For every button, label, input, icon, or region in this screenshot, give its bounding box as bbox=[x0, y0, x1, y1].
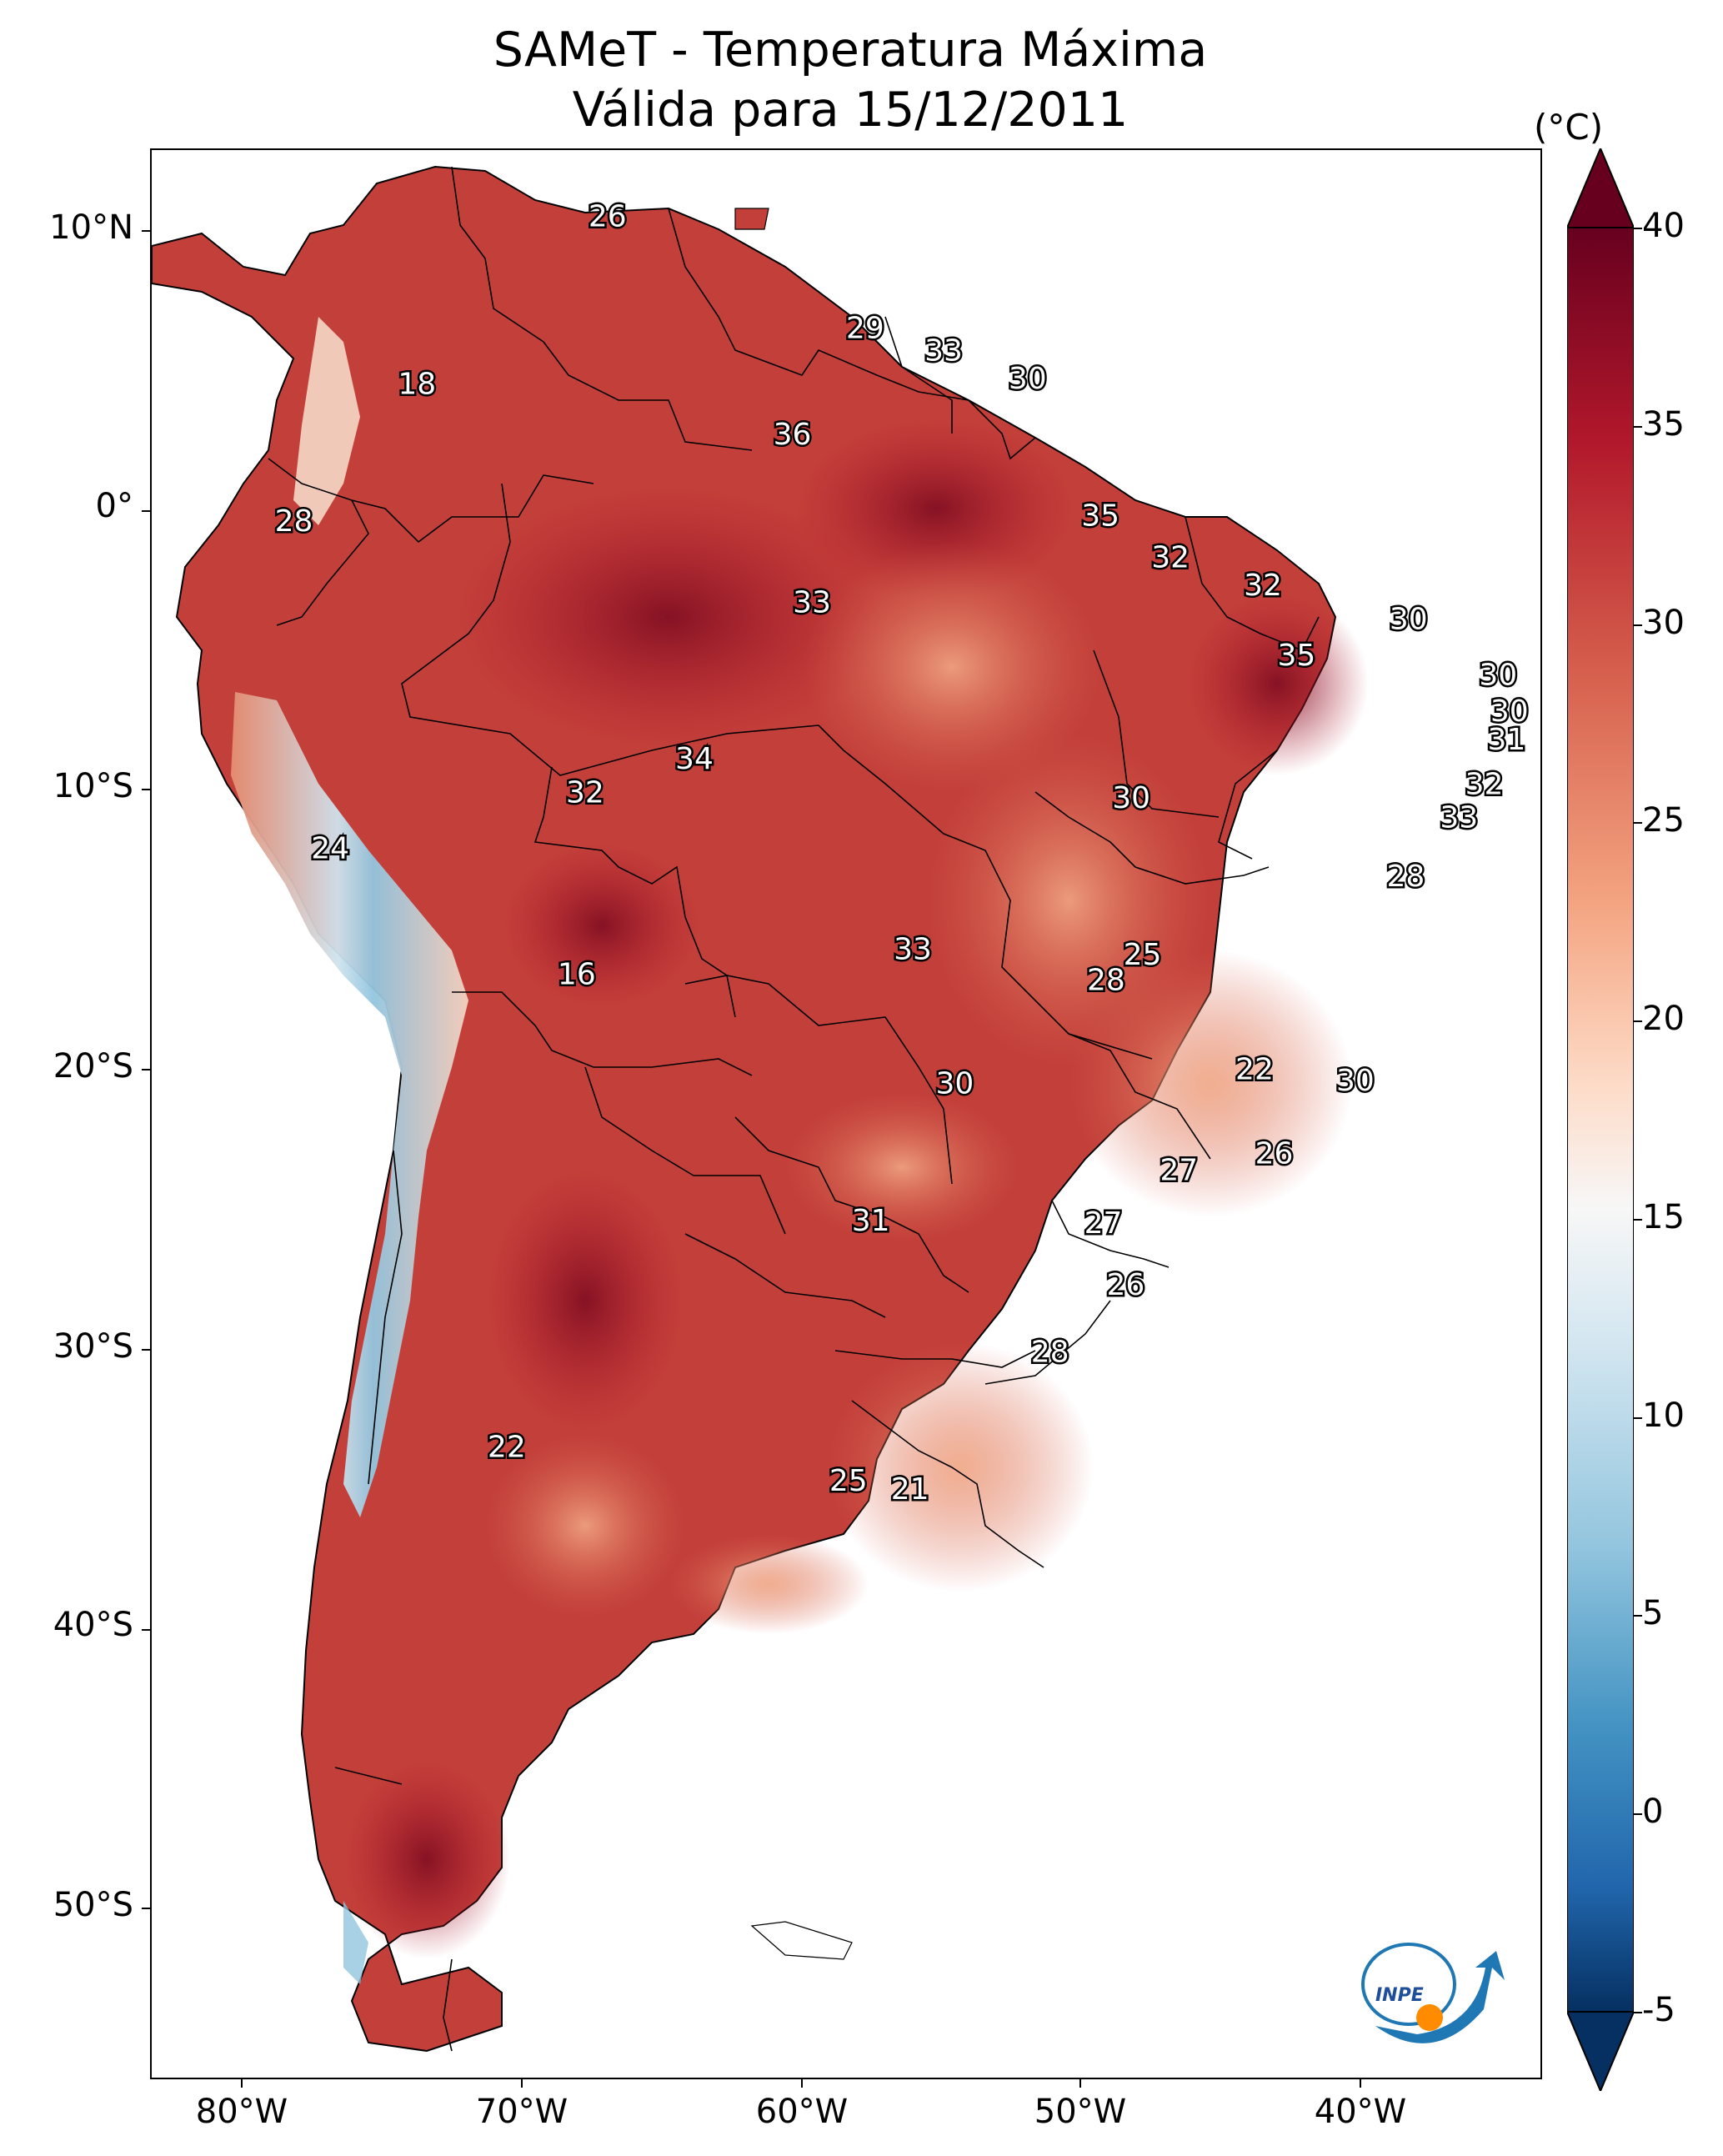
station-value-label: 27 bbox=[1084, 1206, 1123, 1241]
station-value-label: 28 bbox=[1386, 860, 1425, 894]
lat-label-40s: 40°S bbox=[53, 1606, 133, 1644]
colorbar-tick bbox=[1634, 425, 1642, 428]
colorbar-tick bbox=[1634, 624, 1642, 626]
islands bbox=[734, 208, 853, 1960]
station-value-label: 24 bbox=[311, 832, 349, 866]
station-value-label: 32 bbox=[566, 776, 604, 810]
station-value-label: 32 bbox=[1244, 569, 1282, 603]
inpe-logo: INPE bbox=[1361, 1943, 1505, 2043]
station-value-label: 30 bbox=[1390, 602, 1428, 636]
map-title: SAMeT - Temperatura Máxima bbox=[493, 23, 1208, 78]
station-value-label: 25 bbox=[1124, 938, 1162, 972]
lat-tick bbox=[142, 1629, 150, 1631]
station-value-label: 26 bbox=[589, 199, 627, 233]
colorbar-tick-label: 5 bbox=[1642, 1594, 1664, 1633]
station-value-label: 35 bbox=[1277, 639, 1315, 673]
station-value-label: 21 bbox=[891, 1472, 929, 1507]
colorbar-tick bbox=[1634, 2012, 1642, 2013]
colorbar-unit: (°C) bbox=[1534, 107, 1604, 148]
country-borders bbox=[268, 166, 1320, 2052]
station-value-label: 18 bbox=[398, 368, 436, 402]
station-value-label: 16 bbox=[558, 958, 596, 992]
station-value-label: 31 bbox=[1487, 723, 1525, 757]
station-value-label: 35 bbox=[1081, 499, 1119, 533]
station-value-label: 33 bbox=[1440, 801, 1478, 835]
lat-tick bbox=[142, 1349, 150, 1351]
station-value-label: 30 bbox=[1009, 362, 1047, 396]
colorbar-tick bbox=[1634, 822, 1642, 825]
lat-label-0: 0° bbox=[95, 487, 133, 525]
colorbar-tick-label: 25 bbox=[1642, 801, 1685, 840]
station-value-label: 33 bbox=[793, 585, 831, 619]
colorbar-tick bbox=[1634, 1218, 1642, 1221]
station-value-label: 28 bbox=[275, 504, 313, 539]
colorbar bbox=[1567, 148, 1634, 2091]
lon-tick bbox=[1360, 2079, 1361, 2088]
lon-tick bbox=[1079, 2079, 1081, 2088]
station-value-label: 36 bbox=[774, 418, 812, 452]
station-value-label: 22 bbox=[1235, 1053, 1274, 1087]
lon-label-70w: 70°W bbox=[475, 2093, 568, 2131]
lat-label-50s: 50°S bbox=[53, 1886, 133, 1924]
station-value-label: 25 bbox=[829, 1464, 868, 1498]
colorbar-tick-label: 10 bbox=[1642, 1396, 1685, 1435]
lon-label-60w: 60°W bbox=[755, 2093, 849, 2131]
lon-label-50w: 50°W bbox=[1034, 2093, 1127, 2131]
lon-tick bbox=[801, 2079, 803, 2088]
colorbar-tick-label: 40 bbox=[1642, 207, 1685, 245]
colorbar-tick bbox=[1634, 1416, 1642, 1419]
station-value-label: 29 bbox=[846, 312, 884, 346]
station-value-label: 30 bbox=[936, 1066, 974, 1101]
colorbar-tick bbox=[1634, 228, 1642, 229]
lat-tick bbox=[142, 510, 150, 512]
station-value-label: 27 bbox=[1160, 1153, 1198, 1187]
station-value-label: 30 bbox=[1490, 694, 1529, 729]
colorbar-tick bbox=[1634, 1020, 1642, 1023]
lon-tick bbox=[521, 2079, 523, 2088]
station-value-label: 30 bbox=[1112, 781, 1150, 815]
station-value-label: 31 bbox=[852, 1204, 890, 1238]
station-value-label: 30 bbox=[1479, 659, 1517, 693]
lat-label-20s: 20°S bbox=[53, 1047, 133, 1086]
station-value-label: 26 bbox=[1106, 1268, 1144, 1302]
lon-label-80w: 80°W bbox=[195, 2093, 288, 2131]
colorbar-tick-label: 30 bbox=[1642, 603, 1685, 642]
lat-tick bbox=[142, 1908, 150, 1909]
colorbar-tick-label: 35 bbox=[1642, 404, 1685, 444]
colorbar-tick-label: 20 bbox=[1642, 1000, 1685, 1039]
lat-tick bbox=[142, 789, 150, 790]
station-value-label: 22 bbox=[488, 1431, 526, 1465]
lat-tick bbox=[142, 1069, 150, 1070]
logo-text: INPE bbox=[1375, 1985, 1424, 2006]
temperature-field bbox=[231, 317, 1369, 1984]
station-value-label: 28 bbox=[1087, 963, 1125, 997]
colorbar-tick-label: -5 bbox=[1642, 1991, 1675, 2029]
station-value-label: 34 bbox=[675, 742, 714, 776]
colorbar-tick-label: 15 bbox=[1642, 1197, 1685, 1236]
station-value-label: 32 bbox=[1151, 541, 1190, 575]
lat-label-10n: 10°N bbox=[49, 208, 133, 247]
station-value-label: 30 bbox=[1336, 1064, 1375, 1098]
map-subtitle: Válida para 15/12/2011 bbox=[572, 83, 1129, 138]
map-panel: 26 18 29 33 30 36 28 35 32 32 33 30 35 30 30 31 34 32 30 32… bbox=[150, 148, 1542, 2079]
station-value-label: 33 bbox=[894, 932, 932, 966]
station-value-label: 32 bbox=[1465, 767, 1504, 801]
colorbar-tick bbox=[1634, 1615, 1642, 1617]
station-value-label: 28 bbox=[1031, 1336, 1069, 1370]
lat-label-30s: 30°S bbox=[53, 1327, 133, 1366]
lat-tick bbox=[142, 230, 150, 232]
colorbar-tick-label: 0 bbox=[1642, 1792, 1664, 1832]
station-value-label: 33 bbox=[924, 333, 963, 368]
lon-label-40w: 40°W bbox=[1314, 2093, 1407, 2131]
lon-tick bbox=[241, 2079, 243, 2088]
colorbar-tick bbox=[1634, 1813, 1642, 1816]
station-value-label: 26 bbox=[1255, 1136, 1294, 1171]
lat-label-10s: 10°S bbox=[53, 767, 133, 805]
